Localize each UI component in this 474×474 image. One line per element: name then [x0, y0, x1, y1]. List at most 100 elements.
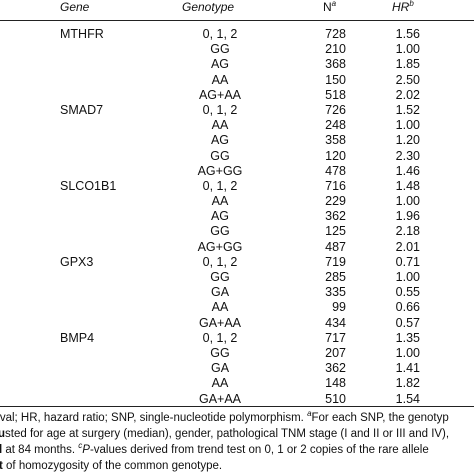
table-row: AG 358 1.20: [0, 133, 474, 148]
footnote-line-2: usted for age at surgery (median), gende…: [0, 426, 474, 442]
footnote-line-1-text: rval; HR, hazard ratio; SNP, single-nucl…: [0, 412, 308, 424]
n-cell: 210: [325, 42, 346, 57]
table-row: AG+GG 478 1.46: [0, 164, 474, 179]
table-row: GPX3 0, 1, 2 719 0.71: [0, 255, 474, 270]
n-cell: 358: [325, 133, 346, 148]
footnote-line-4-text: of homozygosity of the common genotype.: [2, 460, 223, 472]
header-divider: [0, 20, 474, 21]
footnote-line-4-bold-fragment: t: [0, 460, 3, 472]
n-cell: 726: [325, 102, 346, 117]
footnote-line-1: rval; HR, hazard ratio; SNP, single-nucl…: [0, 410, 474, 426]
hr-cell: 1.00: [395, 270, 420, 284]
header-hr-superscript: b: [409, 0, 414, 8]
genotype-cell: GG: [210, 224, 230, 239]
table-row: GA 362 1.41: [0, 361, 474, 376]
hr-cell: 1.96: [395, 209, 420, 224]
hr-cell: 1.00: [395, 42, 420, 57]
header-gene: Gene: [60, 0, 90, 14]
gene-cell: BMP4: [60, 330, 95, 345]
table-row: MTHFR 0, 1, 2 728 1.56: [0, 27, 474, 42]
table-row: AA 248 1.00: [0, 118, 474, 133]
table-row: AA 99 0.66: [0, 300, 474, 315]
hr-cell: 2.30: [395, 148, 420, 163]
n-cell: 518: [325, 87, 346, 102]
header-n-superscript: a: [331, 0, 337, 8]
table-row: BMP4 0, 1, 2 717 1.35: [0, 331, 474, 346]
header-hr: HRb: [392, 0, 414, 14]
genotype-cell: GG: [210, 270, 230, 284]
n-cell: 248: [325, 118, 346, 133]
genotype-cell: GA+AA: [198, 391, 242, 406]
genotype-cell: AA: [211, 194, 229, 209]
n-cell: 125: [325, 224, 346, 239]
header-genotype: Genotype: [182, 0, 235, 14]
hr-cell: 2.02: [395, 87, 420, 102]
table-row: GG 120 2.30: [0, 149, 474, 164]
genotype-cell: 0, 1, 2: [202, 178, 238, 193]
table-bottom-rule: [0, 406, 474, 407]
table-row: GG 125 2.18: [0, 224, 474, 239]
footnote-line-4: t of homozygosity of the common genotype…: [0, 458, 474, 474]
header-n: Na: [323, 0, 336, 14]
hr-cell: 0.71: [395, 254, 420, 269]
hr-cell: 1.82: [395, 376, 420, 391]
hr-cell: 2.18: [395, 224, 420, 239]
table-row: AG 362 1.96: [0, 209, 474, 224]
gene-cell: MTHFR: [60, 27, 104, 41]
hr-cell: 1.00: [395, 345, 420, 360]
hr-cell: 1.00: [395, 118, 420, 133]
footnote-line-3: l at 84 months. cP-values derived from t…: [0, 442, 474, 458]
gene-cell: GPX3: [60, 254, 94, 269]
footnote-line-1-superscript: a: [307, 410, 312, 419]
hr-cell: 1.52: [395, 102, 420, 117]
n-cell: 719: [325, 254, 346, 269]
table-row: GG 207 1.00: [0, 346, 474, 361]
gene-cell: SLCO1B1: [60, 178, 117, 193]
n-cell: 229: [325, 194, 346, 209]
n-cell: 148: [325, 376, 346, 391]
genotype-cell: GA+AA: [198, 315, 242, 330]
table-header: Gene Genotype Na HRb: [0, 0, 474, 18]
n-cell: 335: [325, 285, 346, 300]
table-row: AA 229 1.00: [0, 194, 474, 209]
n-cell: 434: [325, 315, 346, 330]
hr-cell: 0.55: [395, 285, 420, 300]
genotype-cell: GA: [210, 361, 230, 376]
hr-cell: 1.20: [395, 133, 420, 148]
genotype-cell: AG: [210, 209, 230, 224]
n-cell: 150: [325, 72, 346, 87]
genotype-cell: 0, 1, 2: [202, 254, 238, 269]
n-cell: 207: [325, 345, 346, 360]
hr-cell: 1.35: [395, 330, 420, 345]
hr-cell: 1.54: [395, 391, 420, 406]
hr-cell: 1.85: [395, 57, 420, 72]
n-cell: 510: [325, 391, 346, 406]
table-row: GG 210 1.00: [0, 42, 474, 57]
hr-cell: 0.57: [395, 315, 420, 330]
genotype-cell: AA: [211, 300, 229, 315]
table-body: MTHFR 0, 1, 2 728 1.56 GG 210 1.00 AG 368 1.85 AA 1…: [0, 27, 474, 407]
table-row: SMAD7 0, 1, 2 726 1.52: [0, 103, 474, 118]
table-row: GA+AA 434 0.57: [0, 316, 474, 331]
hr-cell: 1.41: [395, 361, 420, 376]
footnote-line-1-continued: For each SNP, the genotyp: [311, 412, 449, 424]
table-row: SLCO1B1 0, 1, 2 716 1.48: [0, 179, 474, 194]
header-n-label: N: [323, 0, 332, 14]
genotype-cell: GG: [210, 148, 230, 163]
footnote-line-3-superscript: c: [78, 442, 83, 451]
table-row: GA 335 0.55: [0, 285, 474, 300]
n-cell: 728: [325, 27, 346, 41]
n-cell: 99: [332, 300, 346, 315]
table-footnote: rval; HR, hazard ratio; SNP, single-nucl…: [0, 410, 474, 474]
genotype-cell: AA: [211, 376, 229, 391]
genotype-cell: AA: [211, 118, 229, 133]
genotype-cell: AG+GG: [197, 163, 243, 178]
footnote-line-2-text: sted for age at surgery (median), gender…: [5, 428, 450, 440]
hr-cell: 2.01: [395, 239, 420, 254]
n-cell: 285: [325, 270, 346, 284]
table-row: AA 148 1.82: [0, 376, 474, 391]
n-cell: 120: [325, 148, 346, 163]
n-cell: 368: [325, 57, 346, 72]
table-row: GA+AA 510 1.54: [0, 392, 474, 407]
genotype-cell: GG: [210, 345, 230, 360]
